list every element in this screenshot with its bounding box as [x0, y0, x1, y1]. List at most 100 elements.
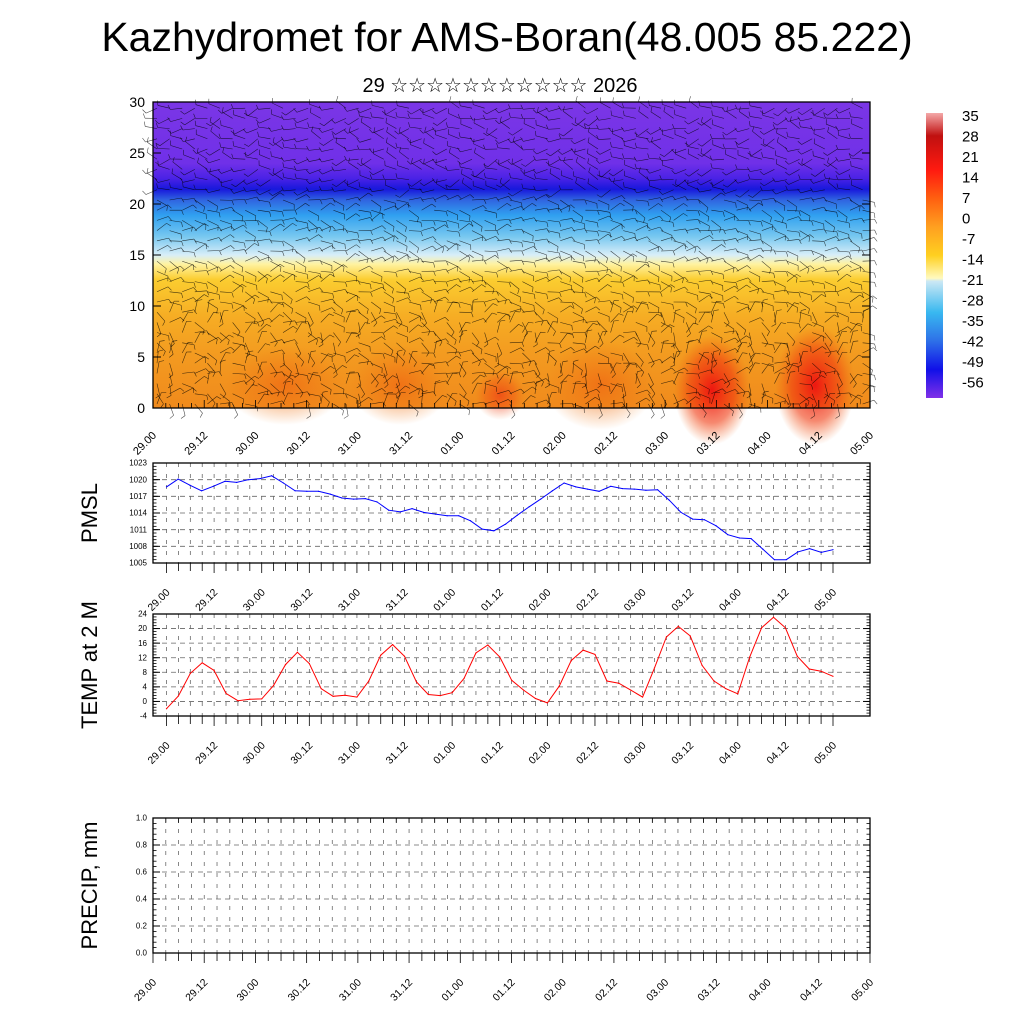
wind-barb-flag — [595, 397, 600, 401]
wind-barb-flag — [748, 111, 751, 117]
wind-barb-flag — [633, 156, 637, 162]
wind-barb-flag — [217, 109, 222, 114]
wind-barb-flag — [798, 323, 801, 329]
wind-barb-flag — [634, 362, 638, 368]
wind-barb-staff — [563, 128, 573, 137]
wind-barb-staff — [257, 238, 270, 242]
wind-barb-flag — [508, 219, 512, 225]
wind-barb-staff — [308, 148, 321, 151]
temp-point — [808, 668, 810, 670]
wind-barb-flag — [784, 180, 789, 185]
wind-barb-staff — [208, 158, 221, 164]
wind-barb-flag — [294, 339, 298, 344]
wind-barb-staff — [496, 373, 505, 384]
wind-barb-flag — [734, 285, 739, 290]
wind-barb-staff — [333, 342, 336, 355]
wind-barb-flag — [495, 298, 500, 303]
pmsl-point — [294, 490, 296, 492]
wind-barb-staff — [307, 312, 314, 324]
wind-barb-staff — [385, 184, 397, 191]
pmsl-point — [621, 487, 624, 490]
wind-barb-flag — [482, 358, 487, 363]
pmsl-point — [703, 519, 705, 521]
wind-barb-staff — [723, 389, 736, 395]
wind-barb-staff — [650, 128, 662, 135]
y-tick-label: 25 — [129, 145, 145, 161]
wind-barb-staff — [649, 179, 662, 182]
wind-barb-flag — [556, 318, 559, 324]
wind-barb-flag — [328, 353, 334, 356]
wind-barb-staff — [660, 341, 664, 354]
wind-barb-flag — [382, 174, 385, 180]
wind-barb-flag — [244, 199, 247, 205]
wind-barb-staff — [169, 403, 174, 416]
wind-barb-flag — [315, 339, 318, 345]
wind-barb-staff — [296, 127, 309, 129]
wind-barb-flag — [670, 284, 676, 288]
wind-barb-staff — [522, 322, 528, 334]
wind-barb-flag — [748, 194, 753, 198]
wind-barb-staff — [232, 271, 244, 277]
wind-barb-staff — [408, 220, 421, 223]
wind-barb-staff — [245, 352, 257, 357]
wind-barb-flag — [623, 110, 625, 116]
wind-barb-flag — [356, 384, 362, 389]
wind-barb-staff — [182, 281, 195, 284]
wind-barb-staff — [776, 163, 788, 170]
wind-barb-flag — [243, 152, 249, 157]
wind-barb-staff — [471, 382, 478, 394]
wind-barb-staff — [547, 275, 559, 282]
wind-barb-flag — [567, 332, 573, 335]
wind-barb-staff — [522, 291, 535, 295]
wind-barb-staff — [812, 335, 822, 344]
wind-barb-flag — [222, 107, 224, 113]
wind-barb-staff — [597, 332, 604, 344]
wind-barb-staff — [838, 107, 851, 114]
wind-barb-staff — [837, 311, 849, 318]
wind-barb-flag — [669, 324, 675, 328]
wind-barb-staff — [862, 332, 875, 336]
wind-barb-staff — [534, 332, 541, 343]
wind-barb-flag — [204, 244, 210, 248]
wind-barb-flag — [559, 343, 562, 349]
wind-barb-flag — [310, 107, 312, 113]
wind-barb-staff — [648, 331, 653, 343]
wind-barb-staff — [259, 118, 271, 124]
wind-barb-staff — [522, 271, 534, 277]
wind-barb-flag — [796, 274, 801, 278]
wind-barb-staff — [484, 400, 497, 405]
wind-barb-staff — [473, 185, 485, 191]
wind-barb-flag — [640, 362, 644, 367]
wind-barb-staff — [396, 383, 401, 396]
wind-barb-flag — [480, 226, 483, 232]
wind-barb-flag — [773, 273, 776, 279]
wind-barb-staff — [587, 142, 599, 150]
wind-barb-staff — [623, 275, 634, 282]
wind-barb-flag — [176, 268, 180, 274]
wind-barb-staff — [522, 281, 534, 288]
pmsl-point — [352, 498, 355, 500]
wind-barb-staff — [497, 248, 509, 252]
x-tick-label: 30.12 — [285, 430, 313, 458]
wind-barb-staff — [812, 281, 825, 285]
wind-barb-staff — [207, 250, 220, 252]
wind-barb-staff — [471, 220, 483, 228]
wind-barb-flag — [537, 107, 539, 113]
wind-barb-flag — [646, 130, 651, 135]
wind-barb-staff — [421, 291, 432, 299]
wind-barb-staff — [711, 388, 723, 395]
wind-barb-staff — [534, 363, 541, 375]
wind-barb-staff — [851, 102, 863, 109]
wind-barb-staff — [711, 351, 715, 364]
wind-barb-staff — [622, 393, 625, 406]
wind-barb-staff — [320, 245, 332, 252]
wind-barb-flag — [294, 320, 298, 326]
wind-barb-flag — [574, 148, 576, 154]
wind-barb-staff — [748, 352, 754, 365]
wind-barb-flag — [230, 265, 235, 269]
wind-barb-staff — [559, 381, 563, 394]
wind-barb-staff — [156, 216, 169, 221]
wind-barb-staff — [862, 218, 875, 221]
wind-barb-flag — [796, 307, 798, 313]
wind-barb-staff — [587, 107, 599, 115]
